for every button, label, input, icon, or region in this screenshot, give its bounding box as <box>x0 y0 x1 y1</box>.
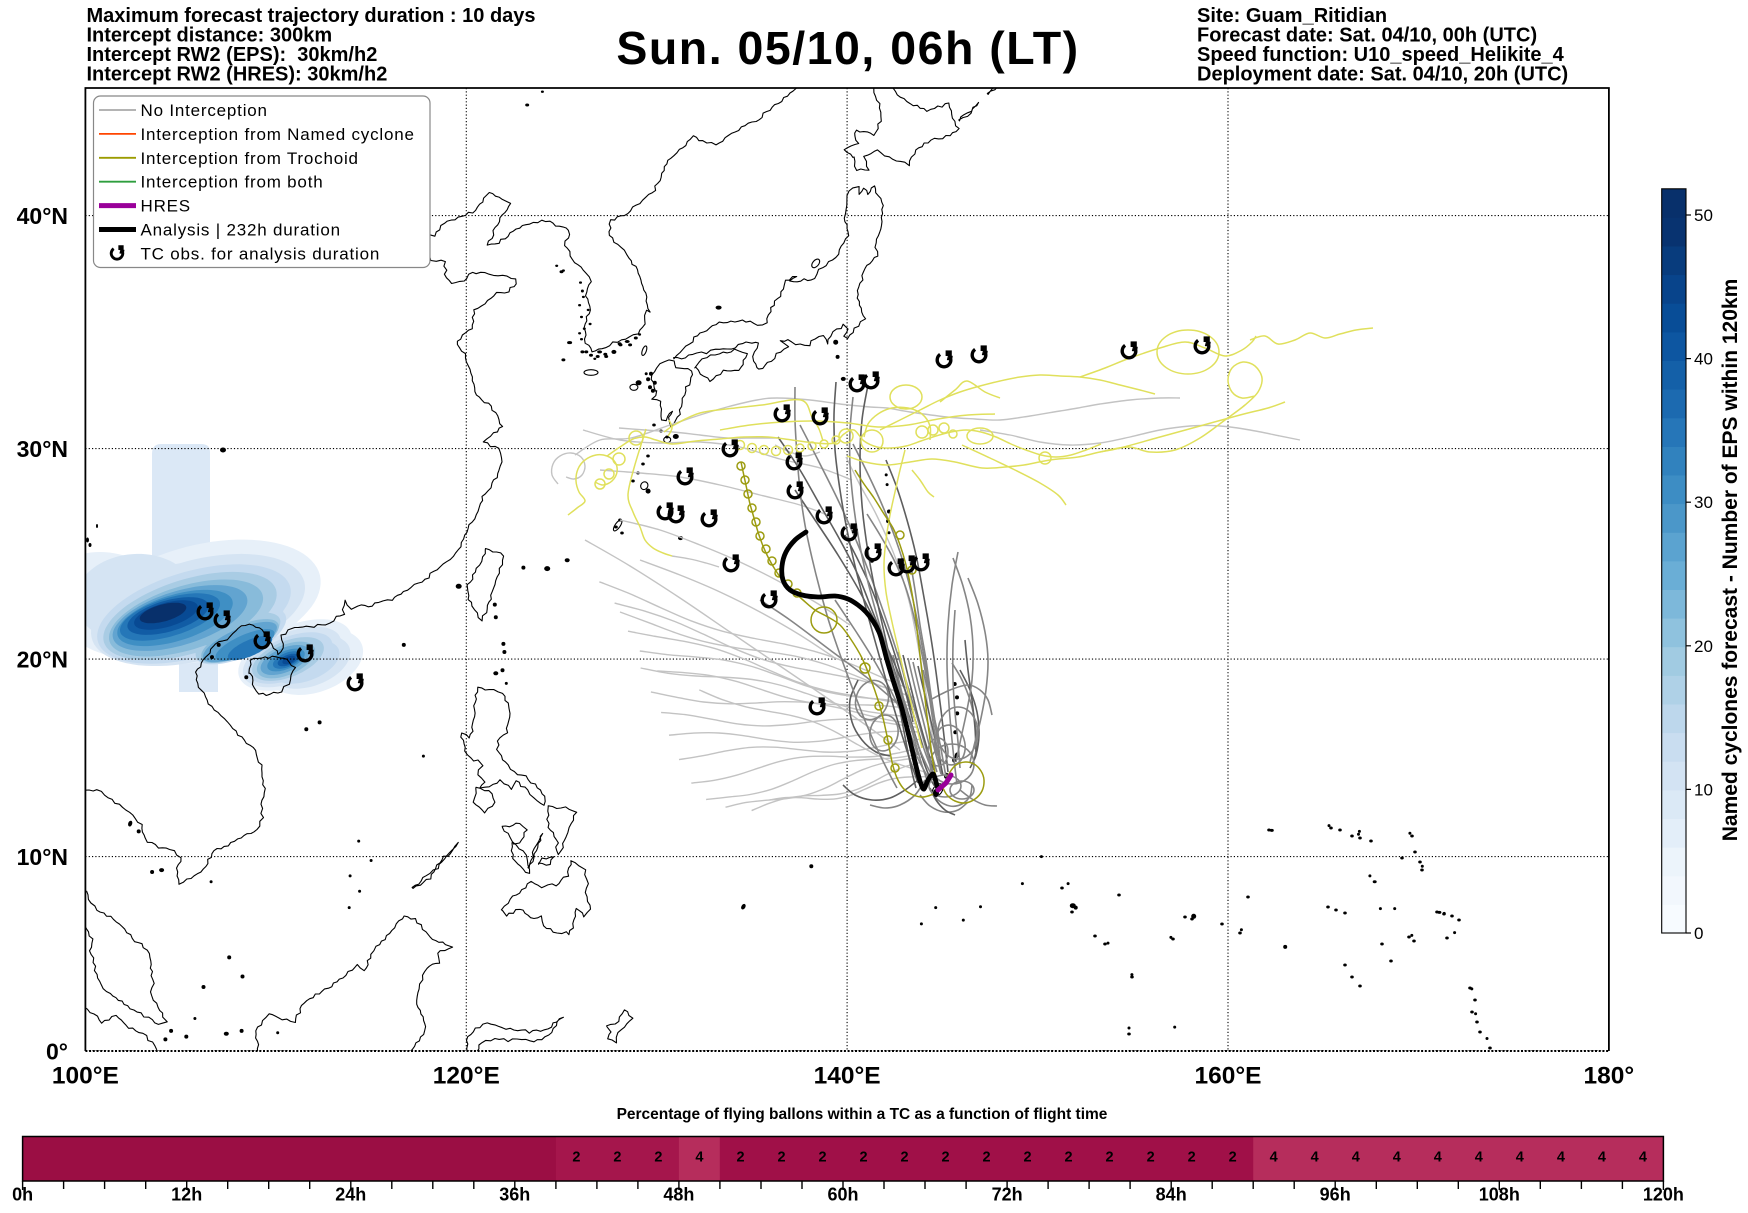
svg-text:No Interception: No Interception <box>141 101 268 120</box>
svg-text:TC obs. for analysis duration: TC obs. for analysis duration <box>141 244 381 263</box>
svg-text:4: 4 <box>1516 1150 1524 1166</box>
svg-text:10°N: 10°N <box>17 844 68 870</box>
svg-text:Sun. 05/10, 06h (LT): Sun. 05/10, 06h (LT) <box>616 22 1079 74</box>
svg-text:Site: Guam_Ritidian: Site: Guam_Ritidian <box>1197 5 1387 27</box>
svg-text:4: 4 <box>1598 1150 1606 1166</box>
svg-text:72h: 72h <box>992 1185 1023 1205</box>
svg-text:120h: 120h <box>1643 1185 1684 1205</box>
svg-text:Analysis | 232h duration: Analysis | 232h duration <box>141 221 341 240</box>
svg-text:40°N: 40°N <box>17 203 68 229</box>
svg-text:2: 2 <box>1188 1150 1196 1166</box>
svg-text:Intercept RW2 (EPS): 30km/h2: Intercept RW2 (EPS): 30km/h2 <box>87 44 378 66</box>
svg-text:160°E: 160°E <box>1194 1062 1261 1089</box>
svg-text:180°: 180° <box>1584 1062 1635 1089</box>
svg-text:2: 2 <box>1229 1150 1237 1166</box>
svg-text:140°E: 140°E <box>814 1062 881 1089</box>
svg-text:Intercept distance: 300km: Intercept distance: 300km <box>87 25 333 47</box>
svg-text:108h: 108h <box>1479 1185 1520 1205</box>
svg-text:24h: 24h <box>335 1185 366 1205</box>
svg-text:2: 2 <box>777 1150 785 1166</box>
svg-text:Interception from Trochoid: Interception from Trochoid <box>141 149 359 168</box>
svg-text:HRES: HRES <box>141 197 191 216</box>
svg-text:48h: 48h <box>663 1185 694 1205</box>
svg-text:30°N: 30°N <box>17 436 68 462</box>
svg-text:Forecast date: Sat. 04/10, 00h: Forecast date: Sat. 04/10, 00h (UTC) <box>1197 25 1537 47</box>
svg-text:4: 4 <box>1311 1150 1319 1166</box>
svg-text:4: 4 <box>1352 1150 1360 1166</box>
svg-text:10: 10 <box>1694 780 1713 799</box>
svg-text:2: 2 <box>613 1150 621 1166</box>
svg-text:2: 2 <box>942 1150 950 1166</box>
svg-text:2: 2 <box>983 1150 991 1166</box>
svg-text:Deployment date: Sat. 04/10, 2: Deployment date: Sat. 04/10, 20h (UTC) <box>1197 64 1568 86</box>
svg-text:2: 2 <box>818 1150 826 1166</box>
svg-text:Named cyclones forecast - Numb: Named cyclones forecast - Number of EPS … <box>1719 279 1742 842</box>
svg-text:Maximum forecast trajectory du: Maximum forecast trajectory duration : 1… <box>87 5 536 27</box>
svg-text:2: 2 <box>572 1150 580 1166</box>
svg-text:20°N: 20°N <box>17 647 68 673</box>
svg-text:2: 2 <box>900 1150 908 1166</box>
svg-text:30: 30 <box>1694 493 1713 512</box>
svg-text:2: 2 <box>654 1150 662 1166</box>
svg-text:20: 20 <box>1694 637 1713 656</box>
svg-text:50: 50 <box>1694 206 1713 225</box>
svg-text:84h: 84h <box>1156 1185 1187 1205</box>
svg-text:100°E: 100°E <box>52 1062 119 1089</box>
svg-text:0°: 0° <box>46 1039 68 1065</box>
svg-text:Speed function: U10_speed_Heli: Speed function: U10_speed_Helikite_4 <box>1197 44 1565 66</box>
svg-text:0h: 0h <box>12 1185 33 1205</box>
svg-text:4: 4 <box>695 1150 703 1166</box>
svg-text:Intercept RW2 (HRES): 30km/h2: Intercept RW2 (HRES): 30km/h2 <box>87 64 388 86</box>
svg-text:Interception from Named cyclon: Interception from Named cyclone <box>141 125 415 144</box>
svg-text:Percentage of flying ballons w: Percentage of flying ballons within a TC… <box>617 1106 1108 1123</box>
svg-text:96h: 96h <box>1320 1185 1351 1205</box>
svg-text:36h: 36h <box>499 1185 530 1205</box>
svg-text:2: 2 <box>736 1150 744 1166</box>
svg-text:2: 2 <box>859 1150 867 1166</box>
svg-text:12h: 12h <box>171 1185 202 1205</box>
svg-text:4: 4 <box>1434 1150 1442 1166</box>
svg-text:Interception from both: Interception from both <box>141 173 324 192</box>
svg-text:2: 2 <box>1147 1150 1155 1166</box>
svg-text:4: 4 <box>1557 1150 1565 1166</box>
svg-text:40: 40 <box>1694 350 1713 369</box>
svg-text:2: 2 <box>1106 1150 1114 1166</box>
svg-text:120°E: 120°E <box>433 1062 500 1089</box>
svg-text:2: 2 <box>1024 1150 1032 1166</box>
svg-text:60h: 60h <box>827 1185 858 1205</box>
svg-text:4: 4 <box>1639 1150 1647 1166</box>
svg-text:4: 4 <box>1270 1150 1278 1166</box>
svg-text:4: 4 <box>1393 1150 1401 1166</box>
svg-text:0: 0 <box>1694 924 1703 943</box>
svg-text:2: 2 <box>1065 1150 1073 1166</box>
svg-text:4: 4 <box>1475 1150 1483 1166</box>
